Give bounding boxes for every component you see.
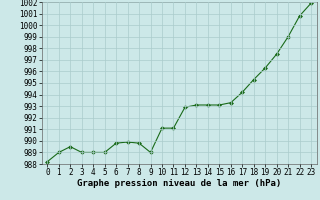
X-axis label: Graphe pression niveau de la mer (hPa): Graphe pression niveau de la mer (hPa) [77, 179, 281, 188]
